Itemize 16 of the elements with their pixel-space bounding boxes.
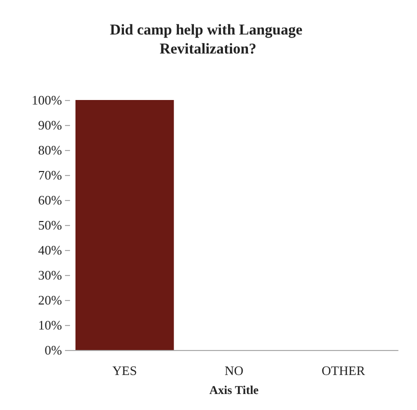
y-tick-label: 0% bbox=[44, 342, 62, 358]
x-tick-label: NO bbox=[224, 363, 244, 378]
x-tick-label: OTHER bbox=[322, 363, 366, 378]
y-tick-label: 40% bbox=[38, 242, 62, 258]
y-tick-label: 70% bbox=[38, 168, 62, 182]
y-tick-label: 50% bbox=[38, 218, 62, 232]
y-tick-label: 60% bbox=[38, 192, 62, 208]
chart-title: Did camp help with Language Revitalization? bbox=[110, 22, 306, 58]
y-tick-label: 10% bbox=[38, 318, 62, 332]
x-tick-label: YES bbox=[112, 363, 137, 378]
y-tick-label: 80% bbox=[38, 142, 62, 158]
x-axis-title: Axis Title bbox=[209, 383, 260, 397]
y-tick-label: 30% bbox=[38, 268, 62, 282]
y-tick-label: 20% bbox=[38, 292, 62, 308]
y-tick-label: 90% bbox=[38, 118, 62, 132]
y-tick-label: 100% bbox=[32, 92, 62, 108]
